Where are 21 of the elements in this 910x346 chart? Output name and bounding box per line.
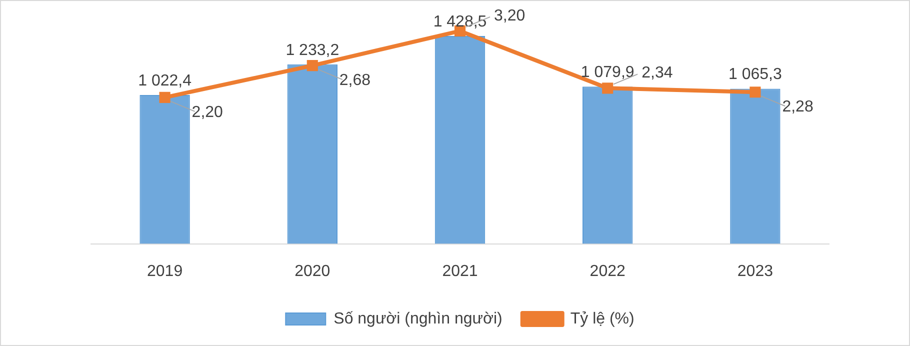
legend-label: Tỷ lệ (%) (570, 310, 634, 328)
x-tick-label: 2023 (737, 262, 774, 280)
legend-label: Số người (nghìn người) (334, 310, 502, 328)
data-label: 1 079,9 (580, 64, 634, 82)
data-label: 1 428,5 (433, 13, 487, 30)
x-tick-label: 2020 (294, 262, 330, 280)
point (159, 92, 170, 104)
data-label: 2,68 (339, 72, 371, 89)
point (306, 60, 318, 72)
data-label: 1 022,4 (138, 72, 192, 90)
point (602, 82, 614, 94)
x-tick-label: 2022 (590, 262, 626, 280)
data-label: 1 233,2 (286, 42, 340, 59)
data-label: 2,28 (782, 98, 814, 116)
x-tick-label: 2021 (442, 262, 478, 280)
data-label: 2,20 (192, 104, 224, 121)
x-tick-label: 2019 (147, 262, 183, 280)
data-label: 1 065,3 (728, 66, 782, 84)
data-label: 2,34 (642, 64, 673, 82)
point (750, 86, 761, 98)
data-label: 3,20 (494, 7, 526, 24)
